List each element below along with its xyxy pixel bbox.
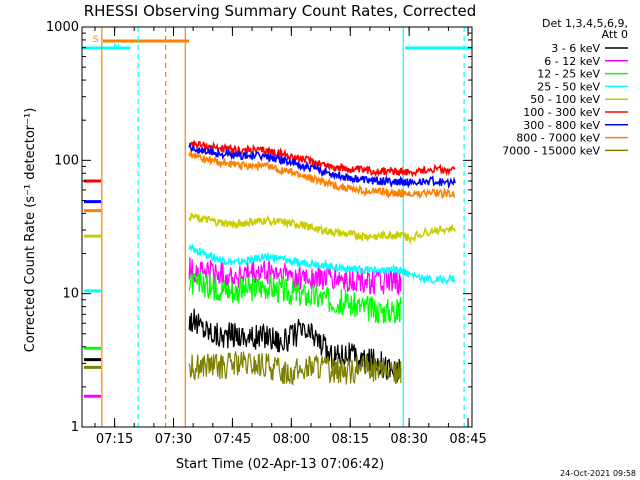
y-tick-label: 10 bbox=[62, 287, 79, 302]
x-tick-label: 08:45 bbox=[449, 432, 486, 447]
series-line-7 bbox=[188, 148, 456, 200]
y-tick-label: 1000 bbox=[46, 20, 79, 35]
detector-list: Det 1,3,4,5,6,9, bbox=[542, 17, 628, 30]
legend-label-5: 100 - 300 keV bbox=[523, 106, 600, 119]
legend-label-3: 25 - 50 keV bbox=[537, 80, 600, 93]
x-tick-label: 08:15 bbox=[332, 432, 369, 447]
x-tick-label: 07:15 bbox=[96, 432, 133, 447]
plot-frame bbox=[81, 26, 473, 428]
flag-label-0: S bbox=[93, 35, 99, 45]
x-tick-label: 08:00 bbox=[273, 432, 310, 447]
plot-area: S N 1 10 100 1000 07:15 07:30 07:45 08:00 08:15 08:… bbox=[46, 20, 487, 447]
flag-label-1: N bbox=[113, 43, 120, 53]
legend-label-1: 6 - 12 keV bbox=[544, 55, 600, 68]
series-line-8 bbox=[188, 350, 402, 386]
series-line-3 bbox=[188, 242, 456, 285]
x-axis-label: Start Time (02-Apr-13 07:06:42) bbox=[176, 457, 384, 472]
x-tick-label: 07:30 bbox=[155, 432, 192, 447]
y-tick-label: 100 bbox=[54, 153, 79, 168]
generation-timestamp: 24-Oct-2021 09:58 bbox=[560, 469, 636, 478]
chart-title: RHESSI Observing Summary Count Rates, Co… bbox=[84, 2, 477, 20]
legend-label-7: 800 - 7000 keV bbox=[516, 132, 600, 145]
legend-label-6: 300 - 800 keV bbox=[523, 119, 600, 132]
legend-label-2: 12 - 25 keV bbox=[537, 68, 600, 81]
legend-label-0: 3 - 6 keV bbox=[551, 42, 600, 55]
series-line-0 bbox=[188, 308, 402, 383]
series-line-5 bbox=[189, 140, 456, 178]
attenuator-state: Att 0 bbox=[602, 28, 628, 41]
x-tick-label: 07:45 bbox=[214, 432, 251, 447]
legend-label-4: 50 - 100 keV bbox=[530, 93, 600, 106]
series-line-4 bbox=[188, 212, 456, 245]
y-axis-label: Corrected Count Rate (s⁻¹ detector⁻¹) bbox=[23, 108, 38, 353]
y-tick-label: 1 bbox=[71, 420, 79, 435]
x-tick-label: 08:30 bbox=[390, 432, 427, 447]
series-line-2 bbox=[188, 272, 402, 324]
series-line-1 bbox=[188, 257, 402, 296]
legend-label-8: 7000 - 15000 keV bbox=[502, 144, 600, 157]
series-line-6 bbox=[188, 142, 456, 190]
